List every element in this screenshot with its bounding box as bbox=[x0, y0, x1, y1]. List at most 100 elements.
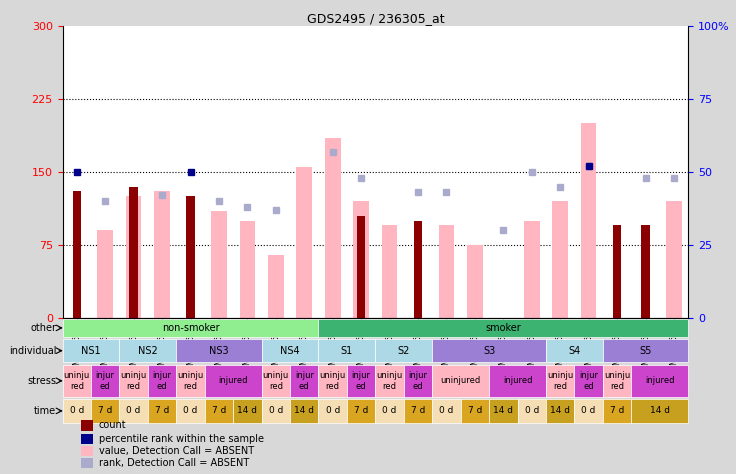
Bar bbox=[404, 365, 432, 397]
Text: 0 d: 0 d bbox=[183, 406, 198, 415]
Bar bbox=[439, 226, 454, 318]
Text: uninju
red: uninju red bbox=[63, 371, 90, 391]
Bar bbox=[268, 255, 283, 318]
Bar bbox=[631, 365, 688, 397]
Bar bbox=[91, 399, 119, 423]
Bar bbox=[130, 187, 138, 318]
Text: count: count bbox=[99, 420, 127, 430]
Text: uninju
red: uninju red bbox=[319, 371, 346, 391]
Bar bbox=[432, 339, 546, 363]
Text: injur
ed: injur ed bbox=[408, 371, 428, 391]
Text: 0 d: 0 d bbox=[581, 406, 596, 415]
Bar bbox=[432, 399, 461, 423]
Text: injur
ed: injur ed bbox=[579, 371, 598, 391]
Bar bbox=[546, 365, 574, 397]
Text: 0 d: 0 d bbox=[269, 406, 283, 415]
Bar bbox=[524, 220, 539, 318]
Text: 14 d: 14 d bbox=[238, 406, 258, 415]
Text: S2: S2 bbox=[397, 346, 410, 356]
Text: non-smoker: non-smoker bbox=[162, 323, 219, 333]
Bar bbox=[375, 365, 404, 397]
Bar bbox=[205, 365, 261, 397]
Bar bbox=[574, 365, 603, 397]
Bar bbox=[177, 399, 205, 423]
Text: uninju
red: uninju red bbox=[121, 371, 146, 391]
Text: individual: individual bbox=[9, 346, 56, 356]
Bar bbox=[211, 211, 227, 318]
Bar bbox=[432, 365, 489, 397]
Bar bbox=[119, 365, 148, 397]
Text: S4: S4 bbox=[568, 346, 581, 356]
Text: 0 d: 0 d bbox=[70, 406, 84, 415]
Text: uninju
red: uninju red bbox=[604, 371, 630, 391]
Bar bbox=[375, 399, 404, 423]
Text: injured: injured bbox=[219, 376, 248, 385]
Text: uninju
red: uninju red bbox=[177, 371, 204, 391]
Bar bbox=[233, 399, 261, 423]
Text: 0 d: 0 d bbox=[127, 406, 141, 415]
Bar bbox=[81, 434, 93, 444]
Text: injur
ed: injur ed bbox=[352, 371, 371, 391]
Bar bbox=[489, 365, 546, 397]
Bar bbox=[347, 399, 375, 423]
Bar bbox=[404, 399, 432, 423]
Bar bbox=[126, 196, 141, 318]
Bar bbox=[546, 339, 603, 363]
Bar bbox=[205, 399, 233, 423]
Bar bbox=[155, 191, 170, 318]
Text: time: time bbox=[34, 406, 56, 416]
Text: 0 d: 0 d bbox=[525, 406, 539, 415]
Text: 7 d: 7 d bbox=[212, 406, 226, 415]
Text: 0 d: 0 d bbox=[439, 406, 453, 415]
Bar bbox=[148, 399, 177, 423]
Bar bbox=[489, 399, 517, 423]
Bar bbox=[325, 138, 341, 318]
Text: NS2: NS2 bbox=[138, 346, 158, 356]
Bar bbox=[581, 123, 596, 318]
Bar bbox=[240, 220, 255, 318]
Bar bbox=[375, 339, 432, 363]
Text: NS3: NS3 bbox=[209, 346, 229, 356]
Text: stress: stress bbox=[27, 376, 56, 386]
Bar bbox=[186, 196, 195, 318]
Text: other: other bbox=[30, 323, 56, 333]
Bar bbox=[603, 399, 631, 423]
Text: 7 d: 7 d bbox=[155, 406, 169, 415]
Bar bbox=[517, 399, 546, 423]
Text: S1: S1 bbox=[341, 346, 353, 356]
Text: NS1: NS1 bbox=[81, 346, 101, 356]
Text: NS4: NS4 bbox=[280, 346, 300, 356]
Bar bbox=[81, 447, 93, 456]
Text: 7 d: 7 d bbox=[411, 406, 425, 415]
Text: injur
ed: injur ed bbox=[152, 371, 171, 391]
Bar bbox=[261, 399, 290, 423]
Bar bbox=[81, 458, 93, 468]
Title: GDS2495 / 236305_at: GDS2495 / 236305_at bbox=[307, 12, 444, 25]
Text: S5: S5 bbox=[640, 346, 651, 356]
Bar bbox=[73, 191, 81, 318]
Bar bbox=[319, 399, 347, 423]
Bar bbox=[91, 365, 119, 397]
Text: 14 d: 14 d bbox=[650, 406, 670, 415]
Text: value, Detection Call = ABSENT: value, Detection Call = ABSENT bbox=[99, 447, 254, 456]
Bar bbox=[148, 365, 177, 397]
Bar bbox=[613, 226, 621, 318]
Text: S3: S3 bbox=[483, 346, 495, 356]
Bar bbox=[63, 365, 91, 397]
Bar bbox=[461, 399, 489, 423]
Bar bbox=[666, 201, 682, 318]
Bar bbox=[119, 399, 148, 423]
Bar bbox=[177, 339, 261, 363]
Bar bbox=[97, 230, 113, 318]
Text: 7 d: 7 d bbox=[467, 406, 482, 415]
Text: 0 d: 0 d bbox=[383, 406, 397, 415]
Text: uninju
red: uninju red bbox=[263, 371, 289, 391]
Bar bbox=[319, 339, 375, 363]
Text: smoker: smoker bbox=[486, 323, 521, 333]
Text: injur
ed: injur ed bbox=[96, 371, 115, 391]
Bar bbox=[382, 226, 397, 318]
Text: 14 d: 14 d bbox=[294, 406, 314, 415]
Bar bbox=[467, 245, 483, 318]
Text: uninjured: uninjured bbox=[441, 376, 481, 385]
Bar bbox=[631, 399, 688, 423]
